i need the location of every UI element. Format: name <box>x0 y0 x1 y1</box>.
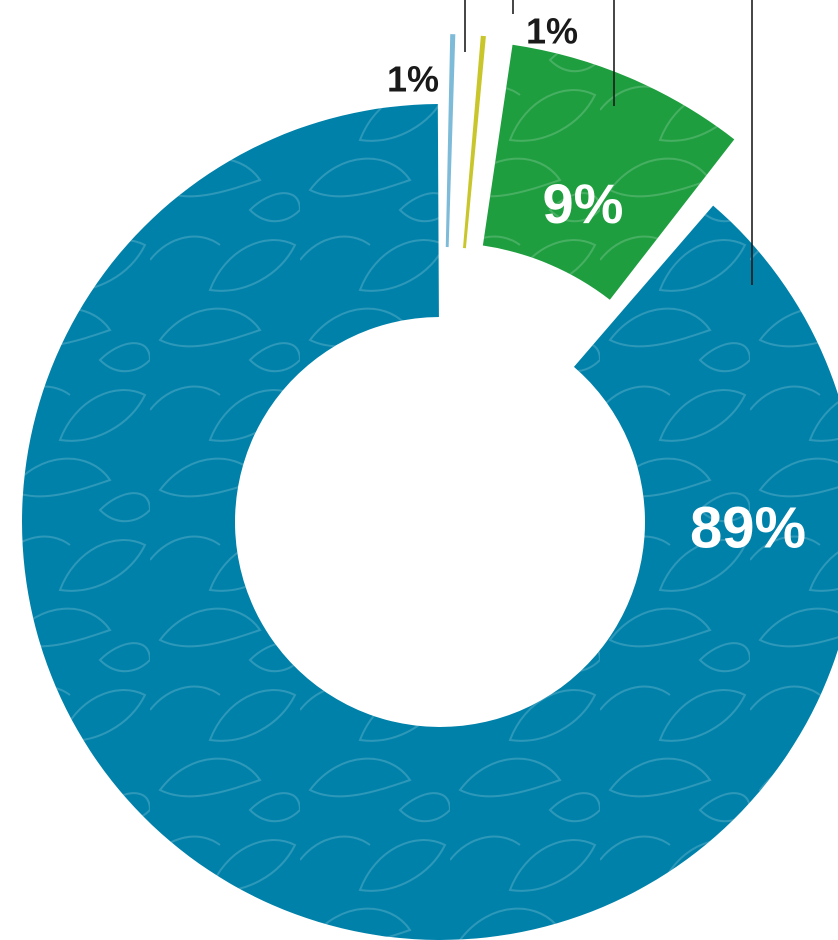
texture-layer <box>22 44 838 940</box>
slice-texture <box>22 104 838 940</box>
donut-slice-1 <box>445 34 456 248</box>
data-label-89: 89% <box>690 495 806 560</box>
data-label-1a: 1% <box>387 59 439 100</box>
data-label-9: 9% <box>543 172 624 235</box>
donut-slice-1 <box>463 35 486 249</box>
data-label-1b: 1% <box>526 11 578 52</box>
slice-texture <box>482 44 735 300</box>
data-labels: 89% 9% 1% 1% <box>387 11 806 561</box>
leader-lines <box>464 0 753 285</box>
